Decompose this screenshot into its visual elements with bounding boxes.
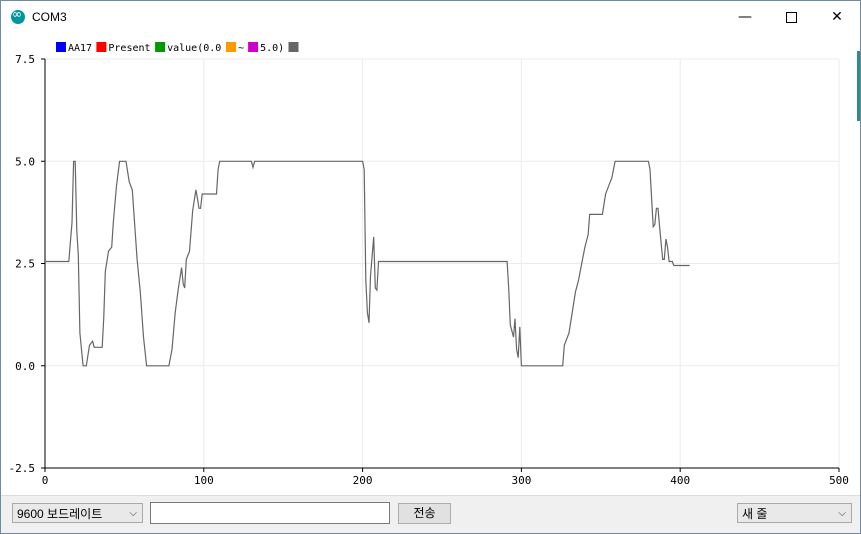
axes: 7.5 5.0 2.5 0.0 -2.5 0 100 200 300 400 500 [9, 53, 849, 487]
line-ending-value: 새 줄 [742, 507, 768, 521]
chevron-down-icon: ⌵ [838, 508, 846, 519]
maximize-button[interactable] [768, 1, 814, 33]
baud-rate-select[interactable]: 9600 보드레이트 ⌵ [12, 503, 143, 523]
plot-area: 7.5 5.0 2.5 0.0 -2.5 0 100 200 300 400 500 AA17 Pre… [1, 33, 860, 495]
bottom-toolbar: 9600 보드레이트 ⌵ 전송 새 줄 ⌵ [1, 495, 860, 533]
legend-label: 5.0) [260, 43, 284, 54]
window-title: COM3 [32, 10, 67, 24]
line-ending-select[interactable]: 새 줄 ⌵ [737, 503, 852, 523]
title-bar[interactable]: COM3 — ✕ [1, 1, 860, 33]
y-tick-label: 0.0 [15, 360, 35, 373]
series [45, 160, 690, 367]
minimize-button[interactable]: — [722, 1, 768, 33]
close-button[interactable]: ✕ [814, 1, 860, 33]
grid [44, 58, 840, 469]
legend-label: Present [108, 43, 150, 54]
legend-label: value(0.0 [167, 43, 221, 54]
legend-swatch [226, 42, 236, 52]
plot-chart: 7.5 5.0 2.5 0.0 -2.5 0 100 200 300 400 500 AA17 Pre… [9, 42, 849, 487]
series-line [45, 160, 690, 367]
maximize-icon [785, 11, 797, 23]
legend: AA17 Present value(0.0 ~5.0) [56, 42, 299, 54]
x-tick-label: 500 [829, 474, 849, 487]
send-button[interactable]: 전송 [398, 503, 451, 524]
legend-swatch [56, 42, 66, 52]
y-tick-label: 2.5 [15, 258, 35, 271]
legend-swatch [96, 42, 107, 52]
legend-label: ~ [238, 43, 244, 54]
minimize-icon: — [738, 9, 752, 25]
arduino-icon [11, 7, 25, 24]
y-tick-label: 7.5 [15, 53, 35, 66]
baud-rate-value: 9600 보드레이트 [17, 507, 103, 521]
background-window-edge [857, 51, 860, 121]
x-tick-label: 0 [42, 474, 49, 487]
x-tick-label: 200 [353, 474, 373, 487]
x-tick-label: 400 [670, 474, 690, 487]
close-icon: ✕ [831, 9, 843, 25]
y-tick-label: -2.5 [9, 462, 36, 475]
legend-label: AA17 [68, 43, 92, 54]
legend-swatch [288, 42, 299, 52]
send-input[interactable] [150, 502, 390, 524]
legend-swatch [155, 42, 166, 52]
y-tick-label: 5.0 [15, 155, 35, 168]
x-tick-label: 100 [194, 474, 214, 487]
legend-swatch [248, 42, 259, 52]
chevron-down-icon: ⌵ [129, 508, 137, 519]
x-tick-label: 300 [511, 474, 531, 487]
